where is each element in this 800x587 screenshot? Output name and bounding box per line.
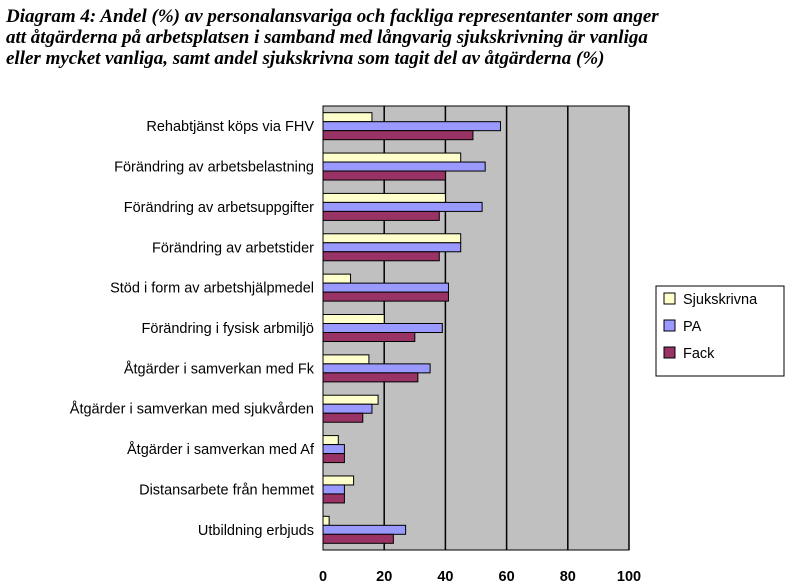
legend: Sjukskrivna PA Fack	[655, 285, 785, 377]
category-label-6: Åtgärder i samverkan med Fk	[124, 360, 315, 377]
category-label-5: Förändring i fysisk arbmiljö	[142, 321, 314, 337]
legend-swatch-fack	[663, 346, 676, 359]
bar-pa-6	[322, 363, 431, 374]
bar-sjukskrivna-0	[322, 112, 373, 123]
bar-pa-7	[322, 403, 373, 414]
category-labels: Rehabtjänst köps via FHV Förändring av ar…	[70, 119, 315, 539]
bar-sjukskrivna-7	[322, 394, 379, 405]
category-label-2: Förändring av arbetsuppgifter	[124, 200, 314, 216]
category-label-0: Rehabtjänst köps via FHV	[146, 119, 314, 135]
x-tick-label-5: 100	[617, 569, 641, 585]
bar-sjukskrivna-10	[322, 515, 330, 526]
bar-pa-5	[322, 323, 443, 333]
bar-fack-8	[322, 453, 345, 464]
legend-box	[655, 285, 785, 377]
legend-swatch-sjukskrivna	[663, 292, 676, 305]
chart-title-line-1: Diagram 4: Andel (%) av personalansvarig…	[6, 6, 659, 27]
x-tick-label-4: 80	[560, 569, 576, 585]
bar-pa-1	[322, 161, 486, 172]
bar-pa-2	[322, 201, 483, 212]
bar-sjukskrivna-8	[322, 435, 339, 446]
bar-pa-8	[322, 444, 345, 455]
bar-fack-4	[322, 291, 449, 302]
bar-pa-4	[322, 282, 449, 293]
bar-sjukskrivna-3	[322, 233, 462, 244]
bar-fack-6	[322, 372, 419, 383]
category-label-4: Stöd i form av arbetshjälpmedel	[110, 281, 314, 297]
bar-fack-0	[322, 130, 474, 141]
bar-pa-9	[322, 484, 345, 495]
category-label-1: Förändring av arbetsbelastning	[114, 160, 314, 176]
bars	[322, 112, 501, 544]
category-label-7: Åtgärder i samverkan med sjukvården	[70, 401, 314, 418]
chart-title: Diagram 4: Andel (%) av personalansvarig…	[6, 6, 796, 69]
legend-label-sjukskrivna: Sjukskrivna	[683, 292, 758, 308]
legend-label-fack: Fack	[683, 346, 715, 362]
category-label-10: Utbildning erbjuds	[198, 523, 314, 539]
bar-fack-5	[322, 332, 416, 342]
bar-fack-10	[322, 533, 394, 544]
bar-sjukskrivna-1	[322, 152, 462, 163]
category-label-9: Distansarbete från hemmet	[139, 482, 314, 498]
x-tick-label-1: 20	[376, 569, 392, 585]
category-label-3: Förändring av arbetstider	[152, 240, 314, 256]
bar-sjukskrivna-2	[322, 192, 446, 203]
chart-title-line-2: att åtgärderna på arbetsplatsen i samban…	[6, 27, 648, 48]
x-tick-label-3: 60	[499, 569, 515, 585]
bar-fack-7	[322, 412, 364, 423]
chart-title-line-3: eller mycket vanliga, samt andel sjukskr…	[6, 48, 605, 69]
legend-label-pa: PA	[683, 319, 702, 335]
bar-fack-3	[322, 251, 440, 262]
bar-fack-9	[322, 493, 345, 504]
category-label-8: Åtgärder i samverkan med Af	[127, 441, 315, 458]
x-axis-ticks: 0 20 40 60 80 100	[319, 569, 641, 585]
bar-sjukskrivna-9	[322, 475, 355, 486]
x-tick-label-0: 0	[319, 569, 327, 585]
bar-pa-10	[322, 524, 407, 535]
bar-pa-0	[322, 121, 501, 132]
bar-fack-2	[322, 210, 440, 221]
bar-fack-1	[322, 170, 446, 181]
bar-pa-3	[322, 242, 462, 253]
x-tick-label-2: 40	[437, 569, 453, 585]
bar-sjukskrivna-5	[322, 314, 385, 324]
bar-sjukskrivna-4	[322, 273, 352, 284]
bar-sjukskrivna-6	[322, 354, 370, 365]
legend-swatch-pa	[663, 319, 676, 332]
